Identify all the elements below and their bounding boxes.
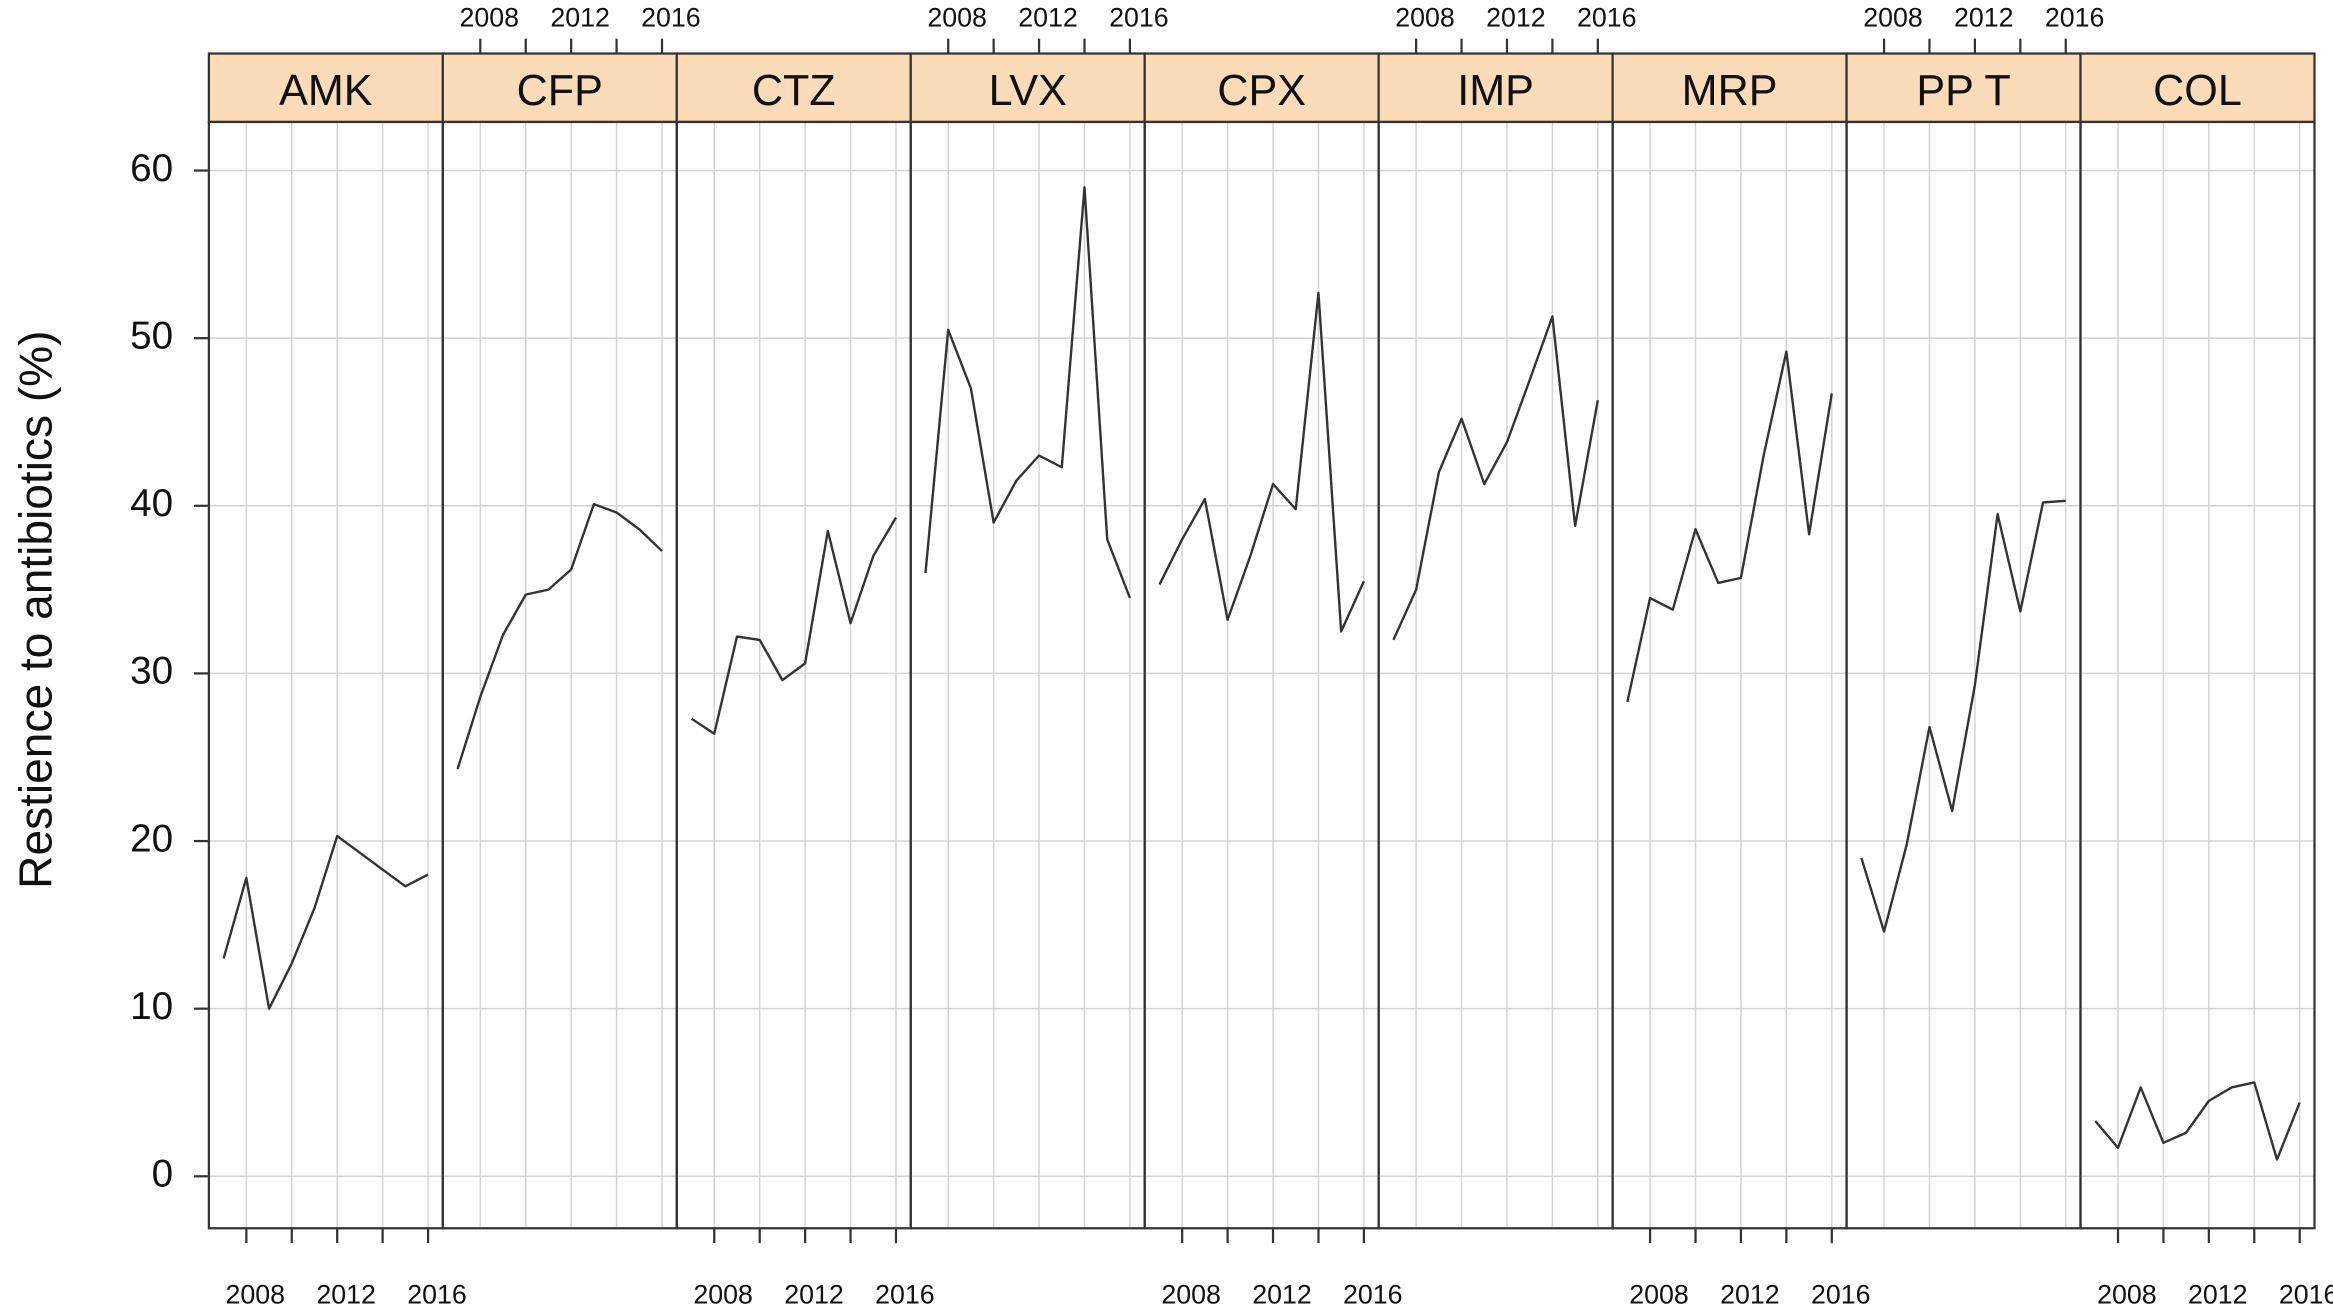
- y-axis-label: Restience to antibiotics (%): [10, 331, 62, 889]
- strip-label: PP T: [1916, 67, 2010, 115]
- panel-border: [1143, 120, 1380, 1230]
- strip: [1611, 52, 1848, 124]
- x-tick-label: 2008: [226, 1280, 286, 1310]
- x-tick-label: 2016: [1577, 2, 1637, 32]
- x-tick-label: 2008: [2097, 1280, 2157, 1310]
- y-tick-label: 50: [130, 314, 173, 357]
- x-tick-label: 2008: [1395, 2, 1455, 32]
- x-tick-label: 2008: [693, 1280, 753, 1310]
- y-tick-label: 10: [130, 985, 173, 1028]
- panel-border: [2079, 120, 2316, 1230]
- strip: [909, 52, 1146, 124]
- y-tick-label: 60: [130, 147, 173, 190]
- x-tick-label: 2012: [1018, 2, 1078, 32]
- panel-border: [1611, 120, 1848, 1230]
- x-tick-label: 2016: [1343, 1280, 1403, 1310]
- x-tick-label: 2008: [1629, 1280, 1689, 1310]
- y-tick-label: 40: [130, 482, 173, 525]
- y-tick-label: 30: [130, 650, 173, 693]
- series-line: [690, 516, 897, 735]
- strip-label: CPX: [1217, 67, 1306, 115]
- series-line: [1392, 315, 1600, 641]
- x-tick-label: 2012: [1486, 2, 1546, 32]
- x-tick-label: 2012: [1252, 1280, 1312, 1310]
- x-tick-label: 2016: [407, 1280, 467, 1310]
- panel-border: [1845, 120, 2082, 1230]
- strip: [2079, 52, 2316, 124]
- strip-label: CFP: [517, 67, 603, 115]
- x-tick-label: 2016: [2279, 1280, 2333, 1310]
- series-line: [1626, 350, 1833, 703]
- y-tick-label: 0: [152, 1153, 174, 1196]
- x-tick-label: 2016: [2045, 2, 2105, 32]
- panel-border: [675, 120, 912, 1230]
- series-line: [2094, 1081, 2301, 1161]
- x-tick-label: 2012: [1720, 1280, 1780, 1310]
- x-tick-label: 2008: [1863, 2, 1923, 32]
- x-tick-label: 2008: [459, 2, 519, 32]
- x-tick-label: 2016: [1109, 2, 1169, 32]
- strip-label: COL: [2153, 67, 2242, 115]
- panel-border: [441, 120, 678, 1230]
- strip: [207, 52, 444, 124]
- x-tick-label: 2012: [316, 1280, 376, 1310]
- panel-border: [909, 120, 1146, 1230]
- strip-label: IMP: [1457, 67, 1534, 115]
- x-tick-label: 2008: [1161, 1280, 1221, 1310]
- x-tick-label: 2012: [550, 2, 610, 32]
- x-tick-label: 2016: [641, 2, 701, 32]
- panel-border: [1377, 120, 1614, 1230]
- panel-border: [207, 120, 444, 1230]
- strip-label: MRP: [1682, 67, 1778, 115]
- series-line: [924, 186, 1132, 599]
- x-tick-label: 2012: [2188, 1280, 2248, 1310]
- strip-label: AMK: [279, 67, 373, 115]
- strip: [675, 52, 912, 124]
- y-tick-label: 20: [130, 817, 173, 860]
- series-line: [1860, 499, 2066, 933]
- x-tick-label: 2016: [875, 1280, 935, 1310]
- series-line: [456, 502, 663, 770]
- x-tick-label: 2008: [927, 2, 987, 32]
- strip: [1845, 52, 2082, 124]
- x-tick-label: 2016: [1811, 1280, 1871, 1310]
- x-tick-label: 2012: [784, 1280, 844, 1310]
- series-line: [1158, 291, 1365, 633]
- x-tick-label: 2012: [1954, 2, 2014, 32]
- strip-label: LVX: [989, 67, 1067, 115]
- strip-label: CTZ: [752, 67, 836, 115]
- series-line: [222, 834, 429, 1010]
